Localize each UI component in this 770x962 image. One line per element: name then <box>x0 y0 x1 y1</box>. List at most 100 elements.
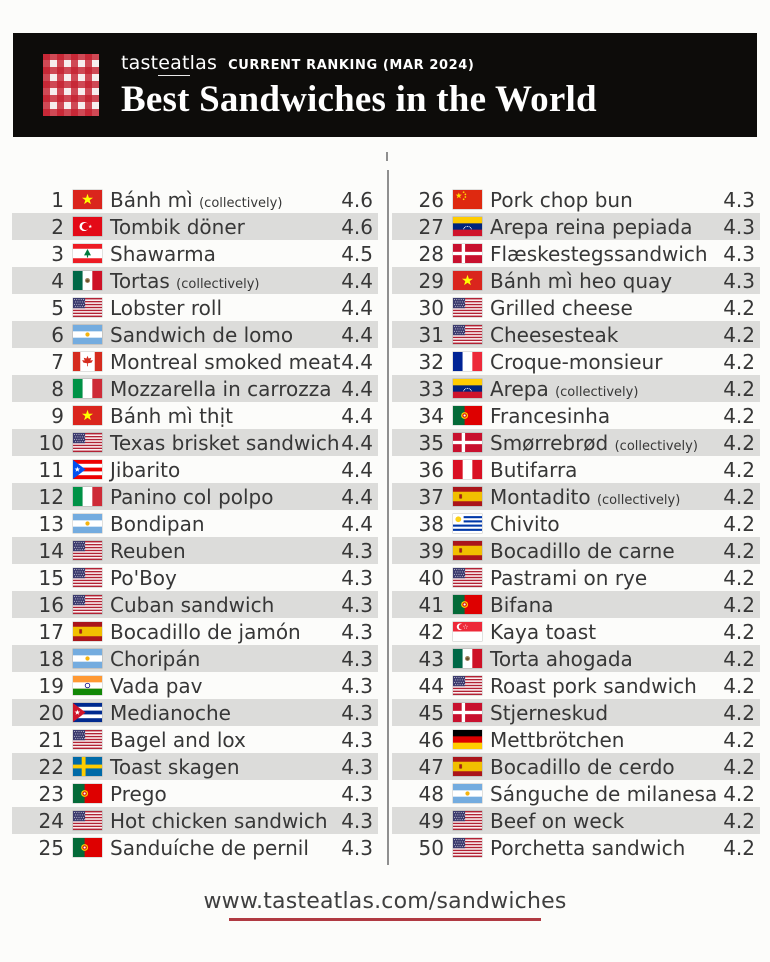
ranking-row: 13 Bondipan 4.4 <box>12 510 378 537</box>
ranking-row: 45 Stjerneskud 4.2 <box>392 699 760 726</box>
rank-number: 18 <box>38 646 64 671</box>
flag-usa-icon <box>73 541 102 560</box>
rating-value: 4.3 <box>341 646 373 671</box>
sandwich-name: Butifarra <box>490 457 578 482</box>
ranking-row: 38 Chivito 4.2 <box>392 510 760 537</box>
rank-number: 7 <box>51 349 64 374</box>
column-divider <box>387 170 389 865</box>
flag-usa-icon <box>73 568 102 587</box>
rank-number: 32 <box>418 349 444 374</box>
sandwich-name: Prego <box>110 781 167 806</box>
rank-number: 13 <box>38 511 64 536</box>
ranking-row: 2 Tombik döner 4.6 <box>12 213 378 240</box>
rating-value: 4.2 <box>723 349 755 374</box>
rank-number: 47 <box>418 754 444 779</box>
column-divider-tick <box>386 152 388 161</box>
flag-venezuela-icon <box>453 217 482 236</box>
flag-spain-icon <box>73 622 102 641</box>
footer-url-link[interactable]: www.tasteatlas.com/sandwiches <box>203 889 567 914</box>
rank-number: 30 <box>418 295 444 320</box>
rank-number: 40 <box>418 565 444 590</box>
rating-value: 4.3 <box>341 565 373 590</box>
rating-value: 4.3 <box>341 754 373 779</box>
rank-number: 38 <box>418 511 444 536</box>
ranking-row: 25 Sanduíche de pernil 4.3 <box>12 834 378 861</box>
sandwich-name: Beef on weck <box>490 808 625 833</box>
ranking-row: 41 Bifana 4.2 <box>392 591 760 618</box>
ranking-row: 37 Montadito (collectively) 4.2 <box>392 483 760 510</box>
ranking-row: 9 Bánh mì thịt 4.4 <box>12 402 378 429</box>
rank-number: 6 <box>51 322 64 347</box>
ranking-row: 19 Vada pav 4.3 <box>12 672 378 699</box>
rank-number: 1 <box>51 187 64 212</box>
rating-value: 4.2 <box>723 322 755 347</box>
ranking-row: 12 Panino col polpo 4.4 <box>12 483 378 510</box>
rating-value: 4.3 <box>341 592 373 617</box>
rank-number: 2 <box>51 214 64 239</box>
flag-peru-icon <box>453 460 482 479</box>
rating-value: 4.3 <box>341 700 373 725</box>
sandwich-name: Shawarma <box>110 241 216 266</box>
rank-number: 42 <box>418 619 444 644</box>
sandwich-name: Bagel and lox <box>110 727 246 752</box>
ranking-row: 16 Cuban sandwich 4.3 <box>12 591 378 618</box>
sandwich-name: Cuban sandwich <box>110 592 275 617</box>
rating-value: 4.5 <box>341 241 373 266</box>
ranking-row: 17 Bocadillo de jamón 4.3 <box>12 618 378 645</box>
sandwich-name: Arepa reina pepiada <box>490 214 693 239</box>
flag-spain-icon <box>453 541 482 560</box>
rank-number: 27 <box>418 214 444 239</box>
ranking-row: 14 Reuben 4.3 <box>12 537 378 564</box>
ranking-row: 1 Bánh mì (collectively) 4.6 <box>12 186 378 213</box>
rank-number: 22 <box>38 754 64 779</box>
rating-value: 4.4 <box>341 457 373 482</box>
rating-value: 4.4 <box>341 295 373 320</box>
sandwich-name: Roast pork sandwich <box>490 673 697 698</box>
ranking-row: 33 Arepa (collectively) 4.2 <box>392 375 760 402</box>
rating-value: 4.3 <box>341 619 373 644</box>
qualifier-label: (collectively) <box>199 195 283 211</box>
rank-number: 37 <box>418 484 444 509</box>
ranking-date-label: CURRENT RANKING (MAR 2024) <box>228 58 475 73</box>
flag-italy-icon <box>73 487 102 506</box>
flag-denmark-icon <box>453 433 482 452</box>
ranking-row: 46 Mettbrötchen 4.2 <box>392 726 760 753</box>
rating-value: 4.4 <box>341 484 373 509</box>
sandwich-name: Texas brisket sandwich <box>110 430 340 455</box>
footer-underline <box>229 918 541 921</box>
flag-singapore-icon <box>453 622 482 641</box>
rating-value: 4.4 <box>341 376 373 401</box>
rank-number: 10 <box>38 430 64 455</box>
ranking-row: 18 Choripán 4.3 <box>12 645 378 672</box>
rating-value: 4.2 <box>723 457 755 482</box>
rank-number: 19 <box>38 673 64 698</box>
ranking-row: 7 Montreal smoked meat 4.4 <box>12 348 378 375</box>
sandwich-name: Montadito (collectively) <box>490 484 681 509</box>
sandwich-name: Vada pav <box>110 673 203 698</box>
ranking-column-left: 1 Bánh mì (collectively) 4.6 2 Tombik döner 4… <box>12 186 378 861</box>
sandwich-name: Bondipan <box>110 511 205 536</box>
flag-argentina-icon <box>73 649 102 668</box>
rating-value: 4.3 <box>341 538 373 563</box>
ranking-row: 35 Smørrebrød (collectively) 4.2 <box>392 429 760 456</box>
flag-usa-icon <box>73 298 102 317</box>
rating-value: 4.3 <box>341 727 373 752</box>
sandwich-name: Torta ahogada <box>490 646 633 671</box>
rank-number: 50 <box>418 835 444 860</box>
ranking-row: 8 Mozzarella in carrozza 4.4 <box>12 375 378 402</box>
ranking-row: 27 Arepa reina pepiada 4.3 <box>392 213 760 240</box>
ranking-column-right: 26 Pork chop bun 4.3 27 Arepa reina pepiada 4… <box>392 186 760 861</box>
rating-value: 4.2 <box>723 403 755 428</box>
ranking-list: 1 Bánh mì (collectively) 4.6 2 Tombik döner 4… <box>12 186 760 861</box>
rank-number: 17 <box>38 619 64 644</box>
flag-vietnam-icon <box>453 271 482 290</box>
ranking-row: 34 Francesinha 4.2 <box>392 402 760 429</box>
rank-number: 36 <box>418 457 444 482</box>
header-text: tasteatlas CURRENT RANKING (MAR 2024) Be… <box>121 52 597 118</box>
ranking-row: 49 Beef on weck 4.2 <box>392 807 760 834</box>
flag-china-icon <box>453 190 482 209</box>
rating-value: 4.2 <box>723 511 755 536</box>
sandwich-name: Bifana <box>490 592 554 617</box>
rank-number: 25 <box>38 835 64 860</box>
rank-number: 46 <box>418 727 444 752</box>
